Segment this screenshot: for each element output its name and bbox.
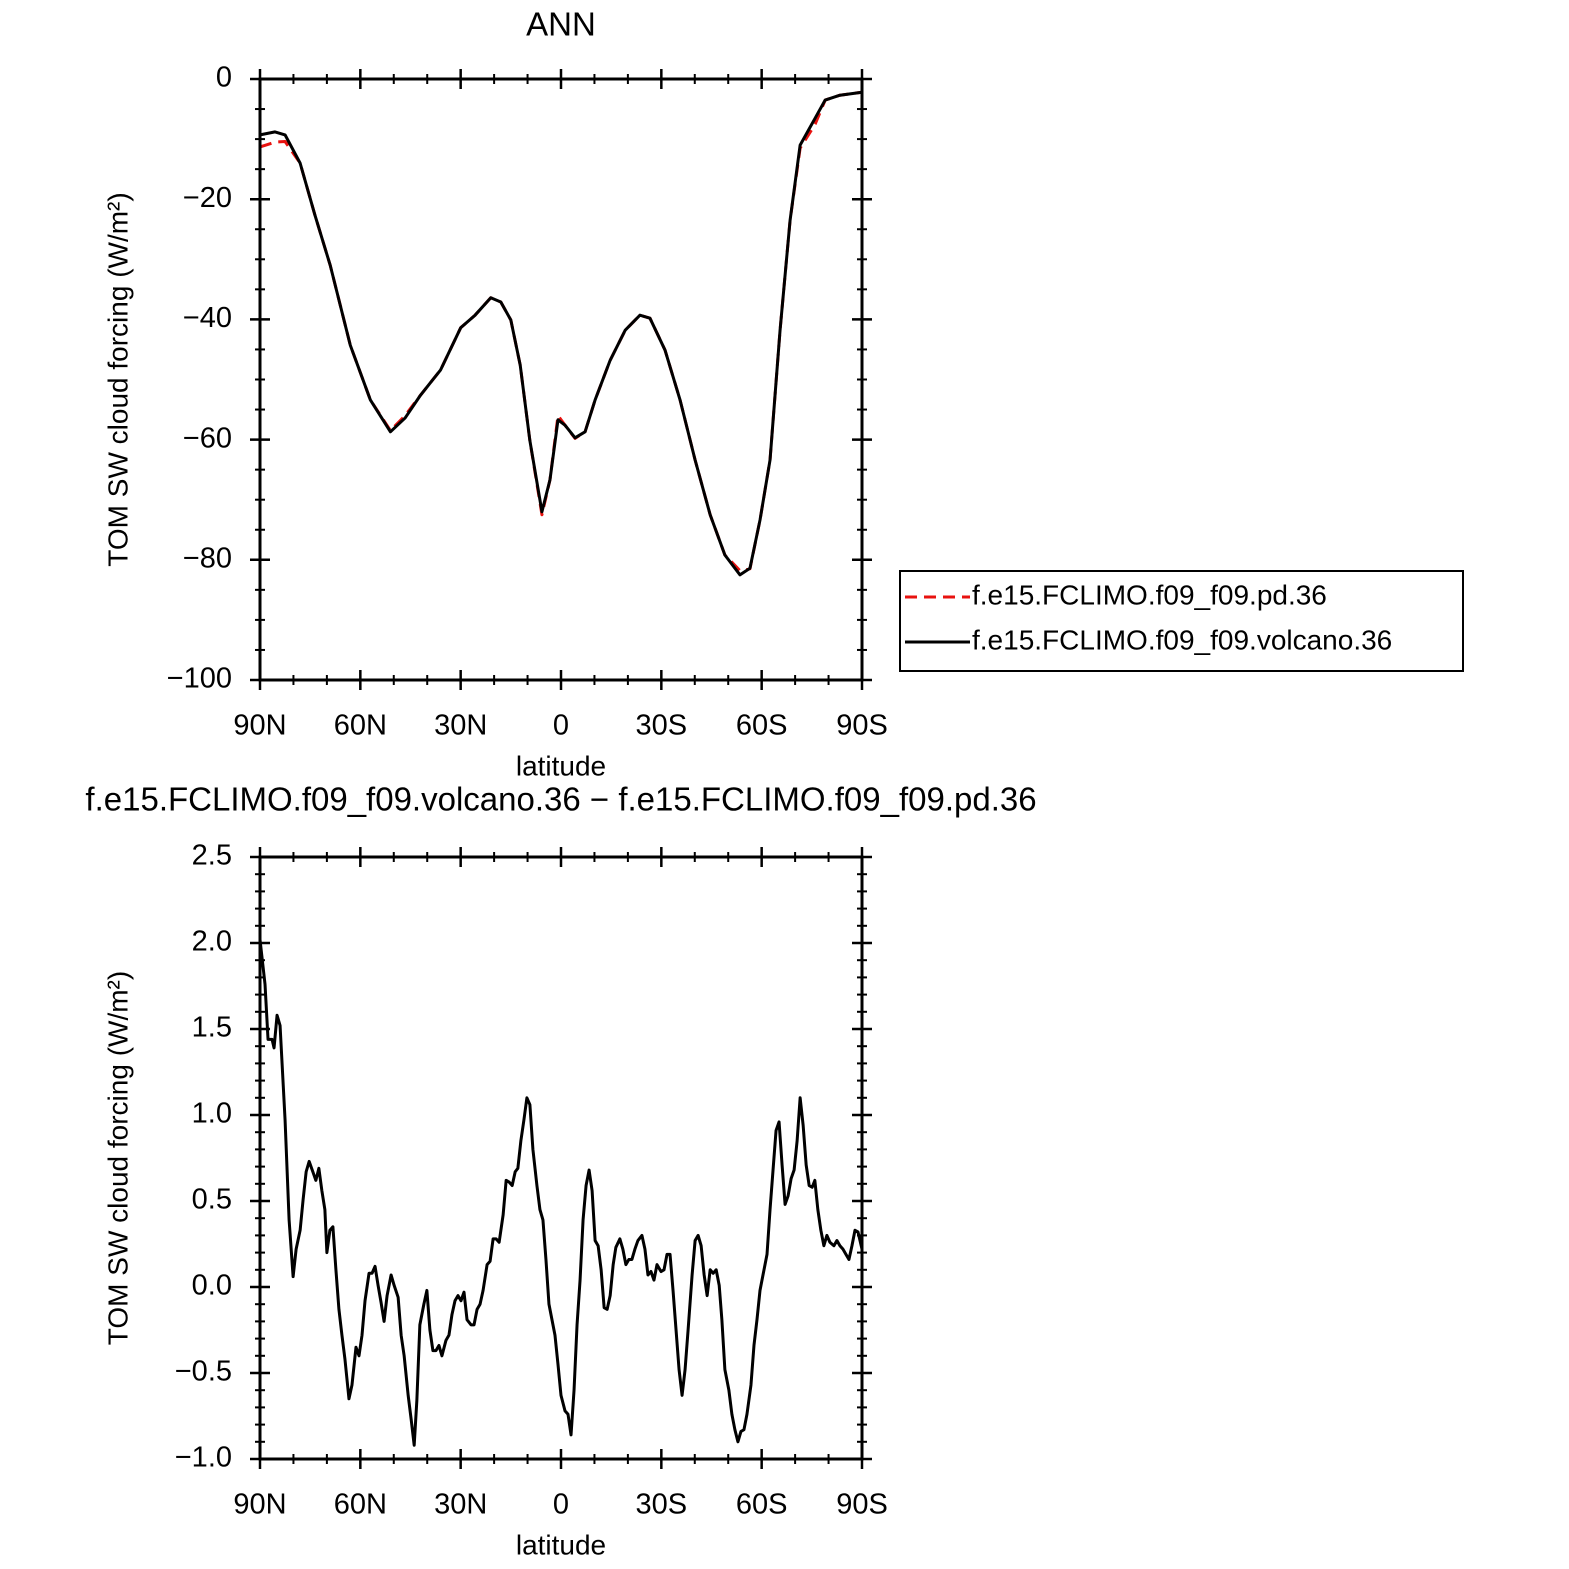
y-tick-label: −100 bbox=[167, 663, 232, 695]
x-tick-label: 60S bbox=[736, 710, 788, 742]
y-axis-label: TOM SW cloud forcing (W/m²) bbox=[102, 971, 133, 1345]
x-tick-label: 90N bbox=[233, 710, 286, 742]
y-tick-label: −60 bbox=[183, 422, 232, 454]
data-line bbox=[259, 90, 863, 573]
x-tick-label: 0 bbox=[553, 710, 569, 742]
y-tick-label: −1.0 bbox=[175, 1442, 232, 1474]
plot-frame bbox=[258, 77, 864, 682]
y-tick-label: −20 bbox=[183, 182, 232, 214]
x-tick-label: 90S bbox=[836, 1489, 888, 1521]
chart-title: f.e15.FCLIMO.f09_f09.volcano.36 − f.e15.… bbox=[85, 781, 1036, 818]
x-tick-label: 90N bbox=[233, 1489, 286, 1521]
y-tick-label: −0.5 bbox=[175, 1356, 232, 1388]
plot-frame bbox=[258, 855, 864, 1461]
y-tick-label: 1.5 bbox=[192, 1012, 232, 1044]
y-tick-label: −80 bbox=[183, 542, 232, 574]
legend-box bbox=[899, 570, 1464, 672]
legend-label: f.e15.FCLIMO.f09_f09.volcano.36 bbox=[972, 624, 1392, 655]
y-tick-label: −40 bbox=[183, 302, 232, 334]
x-tick-label: 60N bbox=[334, 1489, 387, 1521]
x-tick-label: 30S bbox=[636, 1489, 688, 1521]
x-tick-label: 60S bbox=[736, 1489, 788, 1521]
y-tick-label: 0.5 bbox=[192, 1184, 232, 1216]
y-tick-label: 1.0 bbox=[192, 1098, 232, 1130]
x-tick-label: 60N bbox=[334, 710, 387, 742]
y-tick-label: 0.0 bbox=[192, 1270, 232, 1302]
y-axis-label: TOM SW cloud forcing (W/m²) bbox=[102, 192, 133, 566]
x-axis-label: latitude bbox=[516, 750, 606, 781]
y-tick-label: 0 bbox=[216, 62, 232, 94]
x-tick-label: 0 bbox=[553, 1489, 569, 1521]
x-tick-label: 30N bbox=[434, 710, 487, 742]
y-tick-label: 2.0 bbox=[192, 926, 232, 958]
data-line bbox=[259, 90, 863, 577]
x-tick-label: 90S bbox=[836, 710, 888, 742]
y-tick-label: 2.5 bbox=[192, 840, 232, 872]
chart-title: ANN bbox=[526, 6, 596, 43]
x-axis-label: latitude bbox=[516, 1529, 606, 1560]
legend-label: f.e15.FCLIMO.f09_f09.pd.36 bbox=[972, 579, 1327, 610]
data-line bbox=[258, 939, 864, 1447]
x-tick-label: 30S bbox=[636, 710, 688, 742]
x-tick-label: 30N bbox=[434, 1489, 487, 1521]
